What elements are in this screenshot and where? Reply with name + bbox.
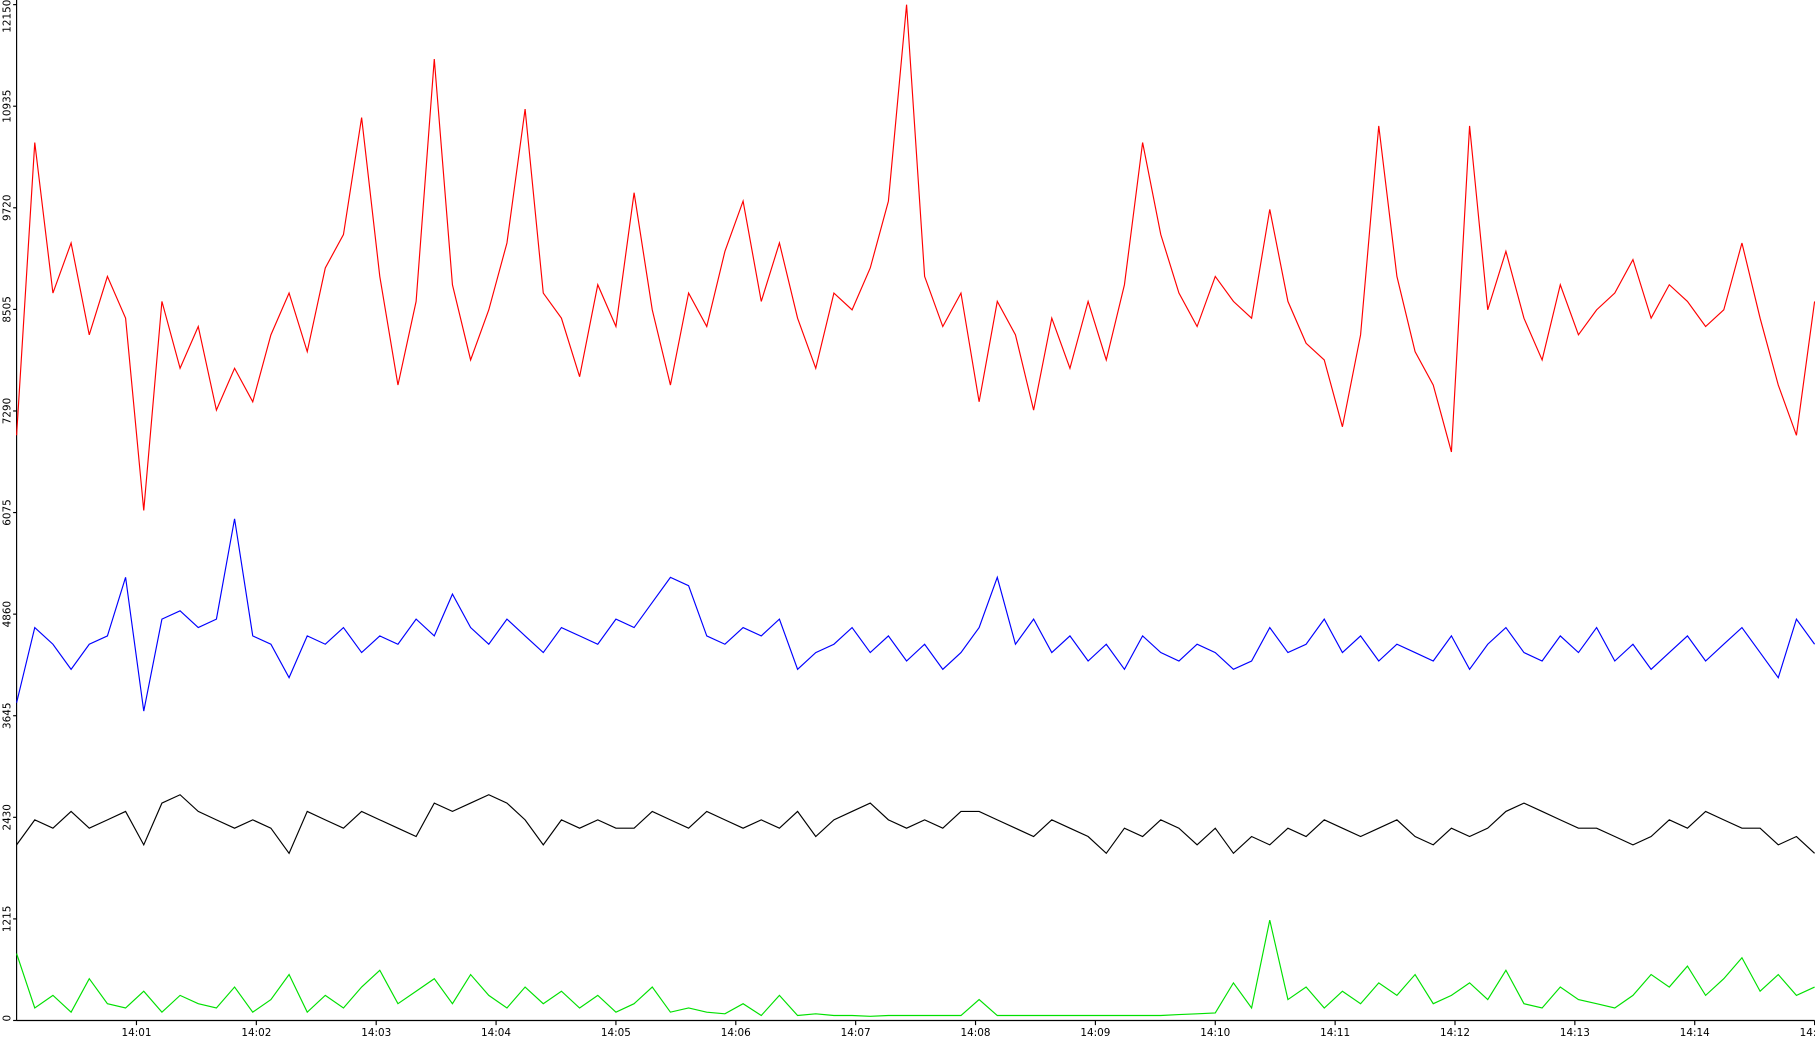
x-tick-label: 14:11 [1320, 1027, 1350, 1039]
y-tick-label: 0 [1, 1015, 13, 1022]
x-tick-label: 14:08 [961, 1027, 991, 1039]
y-tick-label: 12150 [1, 0, 13, 33]
x-tick-label: 14:06 [721, 1027, 751, 1039]
x-tick-label: 14:14 [1680, 1027, 1710, 1039]
x-tick-label: 14:03 [361, 1027, 391, 1039]
x-tick-label: 14:04 [481, 1027, 511, 1039]
series-line [16, 4, 1815, 511]
x-tick-label: 14:13 [1560, 1027, 1590, 1039]
x-tick-label: 14:12 [1440, 1027, 1470, 1039]
y-tick-label: 10935 [1, 90, 13, 123]
series-line [16, 920, 1815, 1017]
x-tick-label: 14:02 [241, 1027, 271, 1039]
y-tick-label: 8505 [1, 296, 13, 322]
x-tick-label: 14:07 [841, 1027, 871, 1039]
y-tick-label: 6075 [1, 499, 13, 525]
y-tick-label: 1215 [1, 906, 13, 932]
y-tick-label: 9720 [1, 195, 13, 221]
x-tick-label: 14:15 [1800, 1027, 1815, 1039]
x-tick-label: 14:10 [1200, 1027, 1230, 1039]
x-tick-label: 14:09 [1080, 1027, 1110, 1039]
series-line [16, 794, 1815, 855]
y-tick-label: 7290 [1, 398, 13, 424]
x-tick-label: 14:05 [601, 1027, 631, 1039]
y-tick-label: 2430 [1, 804, 13, 830]
y-tick-label: 4860 [1, 601, 13, 627]
series-line [16, 518, 1815, 712]
x-tick-label: 14:01 [121, 1027, 151, 1039]
y-tick-label: 3645 [1, 702, 13, 728]
